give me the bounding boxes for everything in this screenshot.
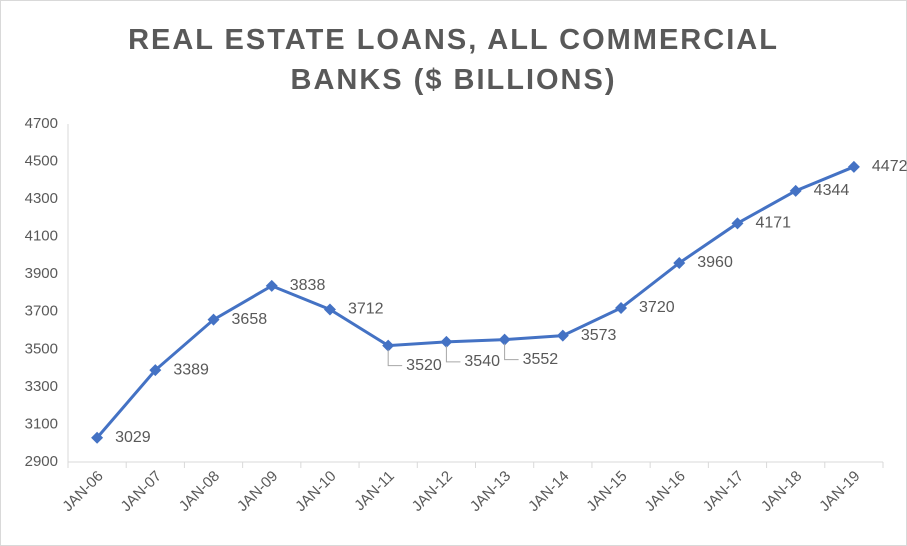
x-tick-label: JAN-11 [351,468,398,515]
data-label: 3658 [232,311,268,328]
x-tick-label: JAN-12 [409,468,456,515]
leader-line [504,343,519,361]
y-tick-label: 3300 [25,378,58,395]
data-label: 3712 [348,301,384,318]
data-label: 4344 [814,182,850,199]
data-label: 3552 [523,351,559,368]
marker [207,313,220,326]
x-tick-label: JAN-19 [816,468,863,515]
x-tick-label: JAN-14 [525,468,572,515]
x-tick-label: JAN-13 [467,468,514,515]
chart-title: REAL ESTATE LOANS, ALL COMMERCIAL BANKS … [128,24,779,96]
y-tick-label: 3100 [25,415,58,432]
y-tick-label: 2900 [25,453,58,470]
data-label: 3520 [406,357,442,374]
x-tick-label: JAN-16 [641,468,688,515]
marker [673,256,686,269]
x-tick-label: JAN-08 [176,468,223,515]
x-tick-label: JAN-06 [59,468,106,515]
marker [731,217,744,230]
marker [789,184,802,197]
marker [265,279,278,292]
data-label: 3838 [290,277,326,294]
marker [498,333,511,346]
marker [323,303,336,316]
data-label: 3389 [173,361,209,378]
marker [556,329,569,342]
y-tick-label: 4700 [25,115,58,132]
y-tick-label: 4500 [25,153,58,170]
x-tick-label: JAN-15 [583,468,630,515]
data-label: 4171 [755,215,791,232]
marker [615,302,628,315]
x-tick-label: JAN-18 [758,468,805,515]
y-tick-label: 3900 [25,265,58,282]
marker [440,335,453,348]
x-tick-label: JAN-07 [118,468,165,515]
marker [149,364,162,377]
data-label: 3573 [581,327,617,344]
leader-line [387,349,403,367]
data-label: 4472 [872,158,907,175]
x-tick-label: JAN-09 [234,468,281,515]
marker [382,339,395,352]
marker [91,431,104,444]
y-tick-label: 3700 [25,303,58,320]
marker [847,160,860,173]
data-label: 3960 [697,254,733,271]
data-label: 3540 [464,353,500,370]
data-label: 3029 [115,429,151,446]
x-tick-label: JAN-17 [700,468,747,515]
x-tick-label: JAN-10 [292,468,339,515]
leader-line [445,345,461,363]
y-tick-label: 4100 [25,228,58,245]
data-label: 3720 [639,299,675,316]
line [95,165,855,439]
y-tick-label: 3500 [25,340,58,357]
y-tick-label: 4300 [25,190,58,207]
